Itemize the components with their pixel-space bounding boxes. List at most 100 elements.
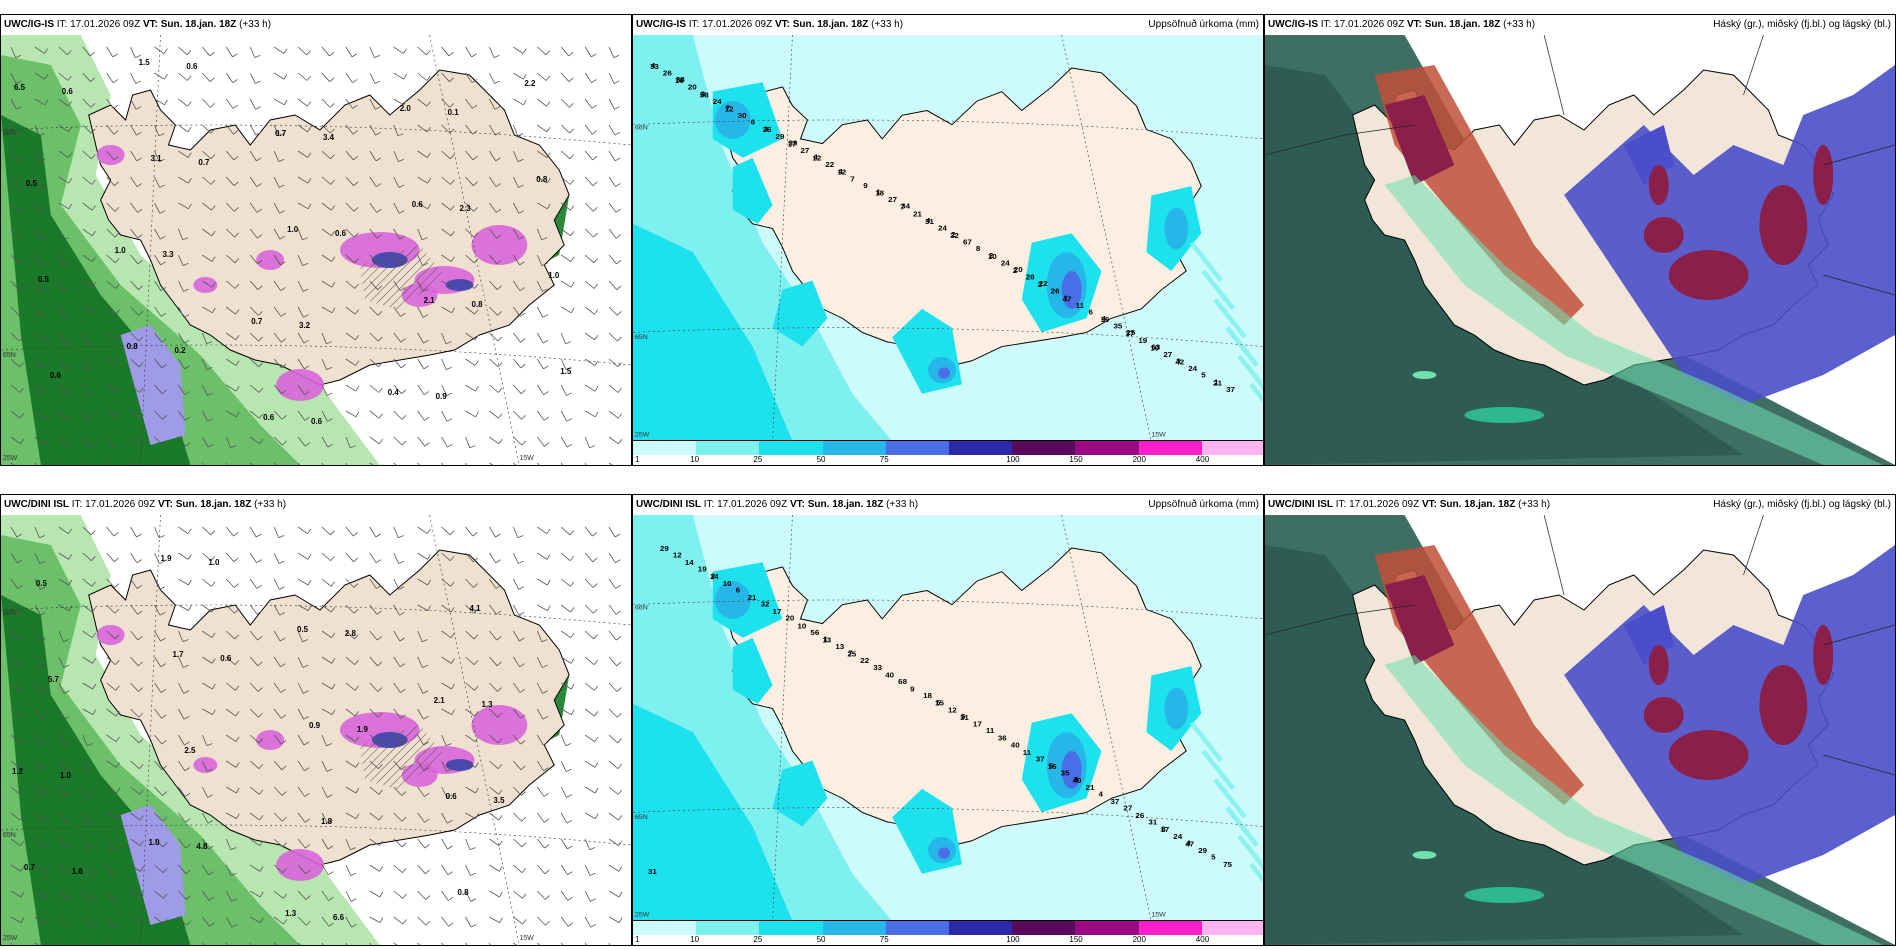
precip-amount-label: 12 [837,168,846,177]
wind-speed-label: 0.8 [536,175,548,184]
wind-speed-label: 0.6 [335,229,347,238]
colorbar-swatch [759,441,824,455]
precip-colorbar: 1 10 25 50 75 100 150 200 400 [633,920,1263,945]
precip-amount-label: 27 [800,146,809,155]
model-name: UWC/DINI ISL [1268,499,1333,510]
precip-amount-label: 5 [936,698,941,707]
precip-amount-label: 5 [1201,371,1206,380]
precip-amount-label: 42 [1175,358,1184,367]
precip-amount-label: 35 [1061,769,1071,778]
wind-speed-label: 2.3 [460,204,472,213]
wind-speed-label: 1.2 [12,767,24,776]
precip-amount-label: 20 [1014,265,1023,274]
colorbar-swatch [822,441,887,455]
wind-speed-label: 1.0 [149,838,161,847]
wind-speed-label: 0.1 [448,108,460,117]
colorbar-tick: 25 [753,935,763,944]
precip-amount-label: 20 [688,83,697,92]
precip-amount-label: 26 [763,125,773,134]
field-title: Háský (gr.), miðský (fj.bl.) og lágský (… [1713,19,1891,30]
colorbar-swatch [759,921,824,935]
wind-speed-label: 0.6 [263,413,275,422]
precip-amount-label: 21 [748,593,758,602]
valid-time: Sun. 18.jan. 18Z [157,19,237,30]
precip-amount-label: 25 [847,650,857,659]
colorbar-tick: 50 [816,455,826,464]
wind-speed-label: 1.3 [481,700,493,709]
wind-speed-label: 6.5 [14,83,26,92]
precip-amount-label: 12 [948,706,957,715]
precip-amount-label: 26 [1135,811,1145,820]
precip-amount-label: 27 [888,195,897,204]
wind-speed-label: 0.6 [186,62,198,71]
wind-speed-label: 1.0 [208,558,220,567]
precip-amount-label: 3 [1074,775,1079,784]
colorbar-tick: 10 [690,455,700,464]
init-time: 17.01.2026 09Z [1346,499,1420,510]
precip-amount-label: 14 [685,558,695,567]
wind-speed-label: 0.6 [446,792,458,801]
valid-time: Sun. 18.jan. 18Z [172,499,252,510]
wind-speed-label: 2.0 [400,104,412,113]
wind-speed-label: 5.7 [48,675,60,684]
precip-amount-label: 25 [1126,328,1136,337]
wind-speed-label: 1.9 [160,554,172,563]
lead-time: (+33 h) [1500,19,1536,30]
precip-amount-label: 12 [725,105,734,114]
valid-time: Sun. 18.jan. 18Z [1436,499,1516,510]
precip-amount-label: 29 [776,132,786,141]
wind-speed-label: 1.6 [72,867,84,876]
wind-speed-label: 0.7 [198,158,210,167]
valid-time: Sun. 18.jan. 18Z [804,499,884,510]
colorbar-swatch [1201,441,1263,455]
precip-amount-label: 4 [1099,790,1104,799]
lat-label-65n: 65N [635,334,648,341]
colorbar-tick: 150 [1069,935,1083,944]
colorbar-tick: 100 [1006,455,1020,464]
precip-amount-label: 6 [751,118,756,127]
model-name: UWC/DINI ISL [636,499,701,510]
vt-label: VT: [1404,19,1422,30]
precip-amount-label: 24 [938,224,948,233]
wind-speed-label: 1.0 [548,271,560,280]
precip-amount-label: 21 [1213,378,1223,387]
colorbar-swatch [949,921,1014,935]
wind-speed-label: 3.1 [151,154,163,163]
lat-label-66n: 66N [635,125,648,132]
wind-speed-label: 0.4 [388,388,400,397]
map-canvas [1265,515,1895,945]
map-panel-wind: UWC/IG-IS IT: 17.01.2026 09Z VT: Sun. 18… [0,14,632,466]
it-label: IT: [701,499,715,510]
colorbar-tick: 400 [1195,935,1210,944]
wind-speed-label: 1.0 [115,246,127,255]
lat-label-66n: 66N [3,610,16,617]
map-canvas: 66N 65N 25W 15W 0.6 1.9 3.5 1.6 1.0 2.8 1.3 1.0 4.8 6… [1,515,631,945]
field-title: Háský (gr.), miðský (fj.bl.) og lágský (… [1713,499,1891,510]
precip-amount-label: 75 [1223,860,1233,869]
panel-header: UWC/DINI ISL IT: 17.01.2026 09Z VT: Sun.… [1,495,631,515]
precip-amount-label: 1 [1064,294,1069,303]
colorbar-tick: 150 [1069,455,1083,464]
panel-header: UWC/IG-IS IT: 17.01.2026 09Z VT: Sun. 18… [1265,15,1895,35]
precip-amount-label: 22 [825,160,834,169]
precip-amount-label: 24 [1001,259,1011,268]
precip-amount-label: 8 [1161,824,1166,833]
precip-amount-label: 37 [1226,385,1235,394]
colorbar-swatch [696,441,761,455]
wind-speed-label: 2.8 [345,629,357,638]
field-title: Uppsöfnuð úrkoma (mm) [1148,499,1259,510]
precip-amount-label: 4 [651,61,656,70]
colorbar-swatch [885,441,950,455]
lat-label-65n: 65N [635,814,648,821]
lat-label-65n: 65N [3,352,16,359]
precip-amount-label: 20 [786,614,795,623]
wind-speed-label: 3.4 [323,133,335,142]
precip-amount-label: 19 [1138,336,1148,345]
wind-speed-label: 0.5 [297,625,309,634]
precip-amount-label: 37 [1125,329,1134,338]
precip-amount-label: 3 [1176,357,1181,366]
colorbar-tick: 1 [635,935,640,944]
it-label: IT: [54,19,68,30]
precip-amount-label: 2 [989,251,993,260]
lon-label-25w: 25W [635,431,650,438]
